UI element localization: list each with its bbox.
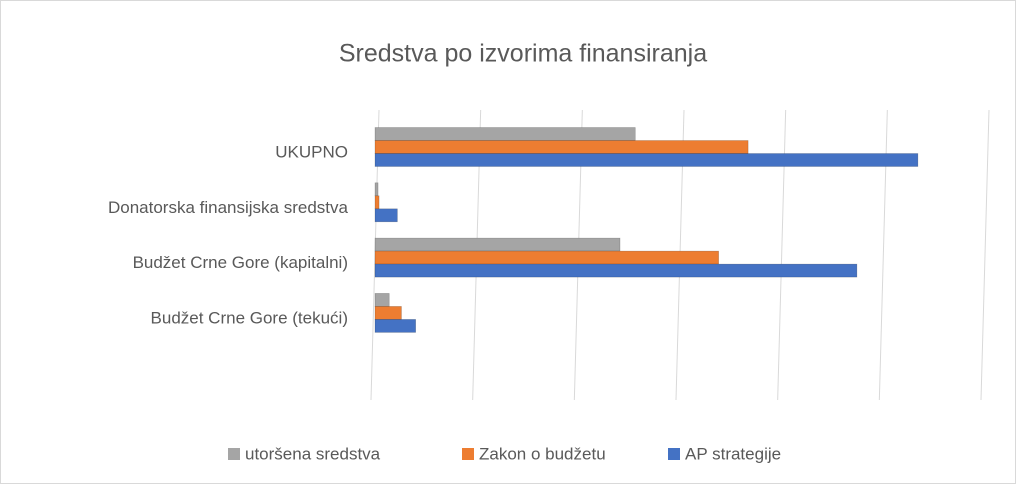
legend-swatch: [462, 448, 474, 460]
bar: [374, 263, 858, 278]
legend-label: utoršena sredstva: [245, 444, 381, 463]
bar: [374, 237, 621, 252]
bar: [374, 153, 919, 167]
bar: [374, 208, 398, 223]
bar: [374, 250, 719, 265]
bar: [374, 182, 379, 197]
bar: [374, 319, 416, 333]
legend-label: AP strategije: [685, 444, 781, 463]
bar: [374, 195, 380, 210]
legend-label: Zakon o budžetu: [479, 444, 606, 463]
chart-title: Sredstva po izvorima finansiranja: [339, 40, 707, 68]
y-tick-label: UKUPNO: [275, 142, 348, 161]
bar: [374, 140, 749, 154]
bar: [374, 306, 402, 320]
legend-swatch: [668, 448, 680, 460]
bar: [374, 293, 390, 307]
bar: [374, 127, 636, 141]
y-tick-label: Budžet Crne Gore (kapitalni): [133, 253, 348, 272]
y-tick-label: Donatorska finansijska sredstva: [108, 198, 349, 217]
y-tick-label: Budžet Crne Gore (tekući): [151, 308, 348, 327]
legend-swatch: [228, 448, 240, 460]
grid-line: [980, 109, 990, 401]
